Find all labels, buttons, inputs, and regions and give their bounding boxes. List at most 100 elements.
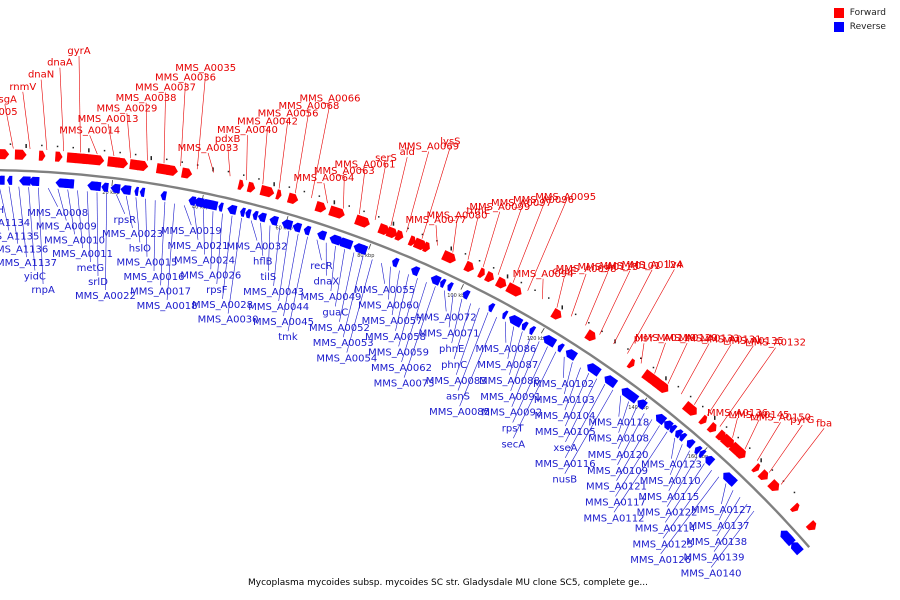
label-connector xyxy=(507,326,515,359)
reverse-gene-label: MMS_A0071 xyxy=(419,328,480,339)
label-connector xyxy=(359,169,366,215)
reverse-gene-label: MMS_A0021 xyxy=(168,241,229,252)
label-connector xyxy=(18,186,27,258)
reverse-gene xyxy=(686,439,696,449)
reverse-gene-label: MMS_A0060 xyxy=(358,301,419,312)
label-connector xyxy=(227,217,242,314)
label-connector xyxy=(599,270,631,335)
reverse-gene-label: MMS_A0121 xyxy=(586,482,647,493)
reverse-gene xyxy=(92,181,102,192)
forward-gene-label: MMS_A0033 xyxy=(178,143,239,154)
forward-gene-label: MMS_A0145 xyxy=(729,410,790,421)
label-connector xyxy=(196,73,206,170)
label-connector xyxy=(335,249,345,307)
reverse-gene xyxy=(218,202,224,212)
label-connector xyxy=(268,225,271,271)
forward-swatch xyxy=(833,8,844,18)
reverse-gene-label: MMS_A0103 xyxy=(534,395,595,406)
reverse-gene-label: MMS_A0137 xyxy=(689,521,750,532)
label-connector xyxy=(38,187,44,285)
reverse-gene xyxy=(317,230,328,241)
reverse-gene-label: hflB xyxy=(253,257,273,268)
separator-dot xyxy=(25,144,27,148)
forward-gene-label: pyrG xyxy=(790,415,814,426)
separator-dot xyxy=(677,385,680,388)
reverse-gene-label: MMS_A0052 xyxy=(309,323,370,334)
label-connector xyxy=(67,189,75,235)
forward-gene xyxy=(757,469,769,480)
label-connector xyxy=(527,201,566,291)
forward-gene-label: MMS_A0135 xyxy=(723,336,784,347)
label-connector xyxy=(613,431,668,513)
label-connector xyxy=(756,422,781,461)
separator-dot xyxy=(407,227,409,230)
label-connector xyxy=(8,186,19,244)
reverse-gene xyxy=(125,185,131,195)
label-connector xyxy=(718,490,734,521)
label-connector xyxy=(40,79,48,151)
reverse-gene-label: MMS_A0026 xyxy=(180,270,241,281)
forward-gene-label: MMS_A0099 xyxy=(469,202,530,213)
reverse-gene xyxy=(783,534,796,547)
reverse-gene-label: MMS_A0019 xyxy=(161,226,222,237)
forward-gene xyxy=(14,149,27,160)
reverse-gene xyxy=(392,257,400,268)
label-connector xyxy=(210,211,214,270)
label-connector xyxy=(667,342,688,384)
label-connector xyxy=(719,347,776,427)
reverse-gene-label: tilS xyxy=(260,272,276,283)
reverse-gene-label: MMS_A0091 xyxy=(480,392,541,403)
label-connector xyxy=(316,239,322,261)
label-connector xyxy=(509,331,523,375)
forward-gene-label: MMS_A0066 xyxy=(300,93,361,104)
forward-gene xyxy=(767,479,780,492)
separator-dot xyxy=(56,145,59,148)
separator-dot xyxy=(363,210,365,213)
label-connector xyxy=(145,198,148,257)
separator-dot xyxy=(392,221,395,226)
tick-label: 40 kbp xyxy=(192,205,209,211)
forward-gene-label: MMS_A0013 xyxy=(78,114,139,125)
reverse-gene-label: MMS_A0083 xyxy=(426,376,487,387)
forward-gene-label: pdxB xyxy=(215,134,241,145)
reverse-gene xyxy=(637,399,648,410)
label-connector xyxy=(713,503,748,552)
reverse-gene-label: MMS_A0072 xyxy=(416,312,477,323)
reverse-gene-label: MMS_A0028 xyxy=(192,300,253,311)
reverse-gene xyxy=(790,542,804,556)
forward-genes-layer xyxy=(0,149,817,531)
reverse-gene xyxy=(664,420,674,431)
separator-dot xyxy=(588,322,590,324)
label-connector xyxy=(406,151,429,233)
forward-gene-label: MMS_A0056 xyxy=(258,109,319,120)
reverse-gene-label: MMS_A0043 xyxy=(243,287,304,298)
legend: Forward Reverse xyxy=(833,8,886,36)
label-connector xyxy=(565,372,590,427)
forward-gene-label: MMS_A0040 xyxy=(217,125,278,136)
reverse-gene xyxy=(728,476,738,487)
reverse-gene xyxy=(7,175,13,185)
reverse-gene-label: MMS_A0059 xyxy=(368,347,429,358)
reverse-gene xyxy=(0,175,5,185)
label-connector xyxy=(564,367,581,411)
label-connector xyxy=(710,510,755,568)
forward-gene-label: MMS_A0064 xyxy=(293,173,354,184)
forward-gene xyxy=(259,185,275,198)
label-connector xyxy=(59,67,64,152)
separator-dot xyxy=(506,274,509,279)
label-connector xyxy=(444,290,447,312)
forward-gene-label: MMS_A0124 xyxy=(622,260,683,271)
label-connector xyxy=(732,417,738,438)
reverse-gene xyxy=(281,219,294,230)
separator-dot xyxy=(421,233,424,236)
separator-dot xyxy=(378,216,380,218)
forward-gene xyxy=(441,250,456,264)
reverse-gene xyxy=(488,303,496,313)
forward-gene-label: MMS_A0036 xyxy=(155,73,216,84)
label-connector xyxy=(706,345,754,416)
reverse-gene-label: asnS xyxy=(446,392,470,403)
label-connector xyxy=(125,195,133,229)
reverse-gene-label: MMS_A0008 xyxy=(27,208,88,219)
reverse-gene-label: MMS_A0022 xyxy=(75,291,136,302)
separator-dot xyxy=(561,305,563,310)
